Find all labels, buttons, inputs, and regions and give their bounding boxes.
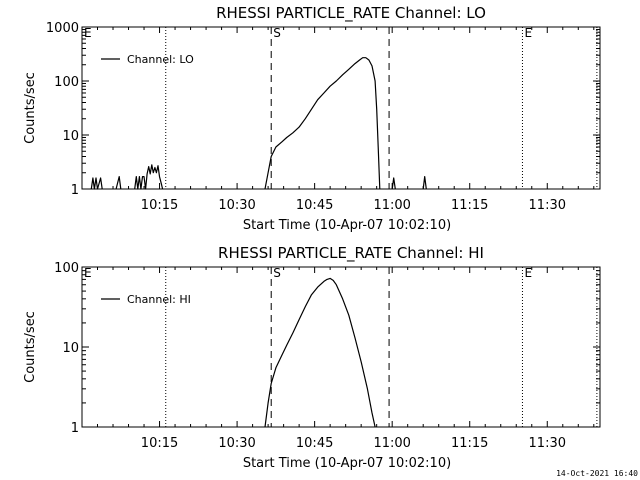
x-tick-label: 10:15: [141, 198, 178, 213]
y-tick-label: 1: [71, 183, 79, 198]
marker-label-e: E: [84, 266, 92, 280]
legend-label: Channel: HI: [127, 293, 191, 306]
x-tick-label: 11:30: [529, 198, 566, 213]
y-tick-label: 1: [71, 421, 79, 436]
plot-frame: [81, 26, 601, 190]
marker-label-s: S: [273, 26, 281, 40]
y-tick-label: 100: [54, 261, 79, 276]
x-axis-label: Start Time (10-Apr-07 10:02:10): [243, 218, 451, 233]
x-tick-label: 10:30: [218, 436, 255, 451]
plot-frame: [81, 266, 601, 428]
marker-label-s: S: [273, 266, 281, 280]
x-axis-label: Start Time (10-Apr-07 10:02:10): [243, 456, 451, 471]
y-tick-label: 1000: [46, 21, 79, 36]
series-line-channel-lo: [115, 176, 122, 190]
chart-title: RHESSI PARTICLE_RATE Channel: HI: [218, 244, 484, 263]
series-line-channel-lo: [264, 57, 381, 190]
marker-label-e: E: [524, 26, 532, 40]
y-axis-label: Counts/sec: [23, 72, 38, 144]
x-tick-label: 10:30: [218, 198, 255, 213]
series-line-channel-lo: [422, 176, 427, 190]
marker-label-e: E: [84, 26, 92, 40]
x-tick-label: 11:15: [451, 198, 488, 213]
x-tick-label: 10:45: [296, 198, 333, 213]
series-line-channel-lo: [391, 177, 396, 190]
series-line-channel-lo: [134, 164, 164, 190]
y-axis-label: Counts/sec: [23, 311, 38, 383]
marker-label-e: E: [524, 266, 532, 280]
legend-label: Channel: LO: [127, 53, 194, 66]
x-tick-label: 10:15: [141, 436, 178, 451]
chart-title: RHESSI PARTICLE_RATE Channel: LO: [216, 4, 486, 23]
series-line-channel-lo: [90, 177, 103, 190]
y-tick-label: 100: [54, 75, 79, 90]
footer-timestamp: 14-Oct-2021 16:40: [556, 469, 638, 478]
panel-hi: RHESSI PARTICLE_RATE Channel: HI Start Ti…: [23, 244, 601, 471]
x-tick-label: 11:00: [373, 436, 410, 451]
x-tick-label: 11:15: [451, 436, 488, 451]
y-tick-label: 10: [62, 129, 79, 144]
x-tick-label: 11:30: [529, 436, 566, 451]
y-tick-label: 10: [62, 341, 79, 356]
panel-lo: RHESSI PARTICLE_RATE Channel: LO Start Ti…: [23, 4, 601, 233]
series-line-channel-hi: [264, 277, 376, 428]
x-tick-label: 11:00: [373, 198, 410, 213]
x-tick-label: 10:45: [296, 436, 333, 451]
